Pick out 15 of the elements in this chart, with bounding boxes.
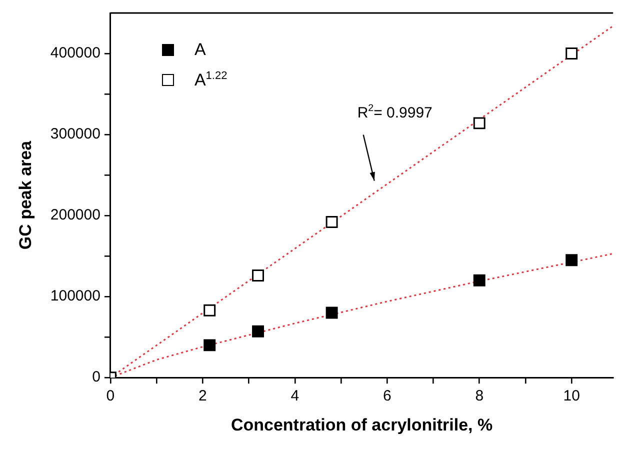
x-tick-label: 2 <box>198 388 207 405</box>
x-axis-title: Concentration of acrylonitrile, % <box>230 415 493 434</box>
y-tick-label: 400000 <box>50 44 100 62</box>
legend-label: A <box>194 40 206 60</box>
x-tick-label: 4 <box>290 388 300 405</box>
x-tick-label: 10 <box>563 388 580 405</box>
y-tick-label: 200000 <box>50 206 100 224</box>
y-tick-label: 0 <box>92 368 100 386</box>
y-tick-label: 100000 <box>50 288 100 305</box>
y-tick-label: 300000 <box>50 126 100 143</box>
y-axis-title: GC peak area <box>16 140 35 250</box>
legend-label: A$^{1.22}$ <box>194 70 228 90</box>
x-tick-label: 0 <box>106 388 115 405</box>
x-tick-label: 6 <box>382 388 392 405</box>
x-tick-label: 8 <box>475 388 484 405</box>
